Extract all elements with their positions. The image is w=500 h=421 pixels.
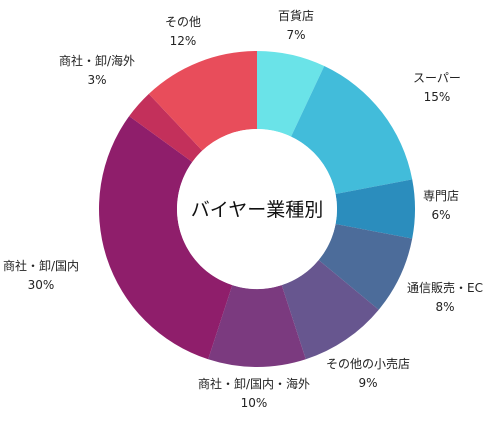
slice-label-name-1: 百貨店: [278, 8, 314, 23]
slice-label-name-9: その他: [165, 15, 201, 29]
slice-label-value-6: 10%: [241, 396, 268, 410]
slice-label-value-5: 9%: [358, 376, 377, 390]
slice-label-value-1: 7%: [286, 28, 305, 42]
slice-4: [318, 223, 413, 310]
labels-group: 百貨店 7% スーパー 15% 専門店 6% 通信販売・EC 8% その他の小売店 9% 商社・卸/…: [3, 8, 483, 410]
slice-6: [208, 285, 306, 368]
slice-5: [281, 259, 379, 360]
slice-label-value-4: 8%: [435, 300, 454, 314]
slice-label-name-5: その他の小売店: [326, 356, 410, 371]
slice-label-value-9: 12%: [170, 34, 197, 48]
slice-label-name-6: 商社・卸/国内・海外: [198, 376, 310, 391]
donut-hole: [177, 129, 337, 289]
slice-label-name-8: 商社・卸/海外: [59, 53, 135, 68]
chart-title: バイヤー業種別: [191, 199, 323, 221]
slice-label-value-3: 6%: [431, 208, 450, 222]
slice-label-name-3: 専門店: [423, 189, 459, 203]
slice-label-value-2: 15%: [424, 90, 451, 104]
slice-label-name-2: スーパー: [413, 71, 461, 85]
slice-3: [335, 179, 415, 239]
slice-8: [129, 93, 203, 162]
slice-label-value-7: 30%: [28, 278, 55, 292]
slice-label-name-4: 通信販売・EC: [407, 280, 483, 295]
slices-group: [98, 51, 415, 368]
slice-2: [291, 66, 413, 195]
slice-7: [98, 116, 233, 360]
slice-label-value-8: 3%: [87, 73, 106, 87]
slice-label-name-7: 商社・卸/国内: [3, 258, 79, 273]
slice-9: [148, 51, 257, 151]
slice-1: [257, 51, 325, 137]
